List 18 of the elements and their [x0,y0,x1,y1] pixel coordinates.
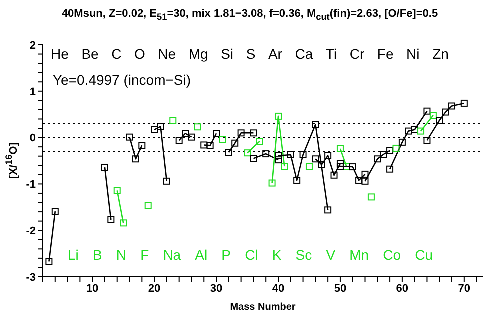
chart-title: 40Msun, Z=0.02, E$_{51}$=30, mix 1.81−3.08, f=0.36, M$_{cut}$(fin)=2.63, [O/Fe]=0.5 [60,8,440,22]
annotation: Ye=0.4997 (incom−Si) [53,72,192,88]
text: He Be C O Ne Mg Si S Ar Ca Ti Cr Fe Ni Zn [51,46,449,62]
x-tick-label: 20 [148,282,161,295]
x-tick-label: 40 [272,282,285,295]
y-tick-label: -1 [26,179,36,192]
y-tick-label: -2 [26,226,36,238]
y-tick-label: 1 [30,86,36,98]
x-tick-label: 70 [458,282,471,295]
x-tick-label: 30 [210,282,223,295]
x-tick-label: 50 [334,282,347,295]
x-tick-label: 60 [396,282,409,295]
x-tick-label: 10 [86,282,99,295]
text: Li B N F Na Al P Cl K Sc V Mn Co Cu [68,247,433,263]
y-tick-label: 2 [30,40,36,52]
x-axis-title: Mass Number [229,302,297,313]
y-tick-label: -3 [26,272,36,284]
y-tick-label: 0 [30,132,36,145]
